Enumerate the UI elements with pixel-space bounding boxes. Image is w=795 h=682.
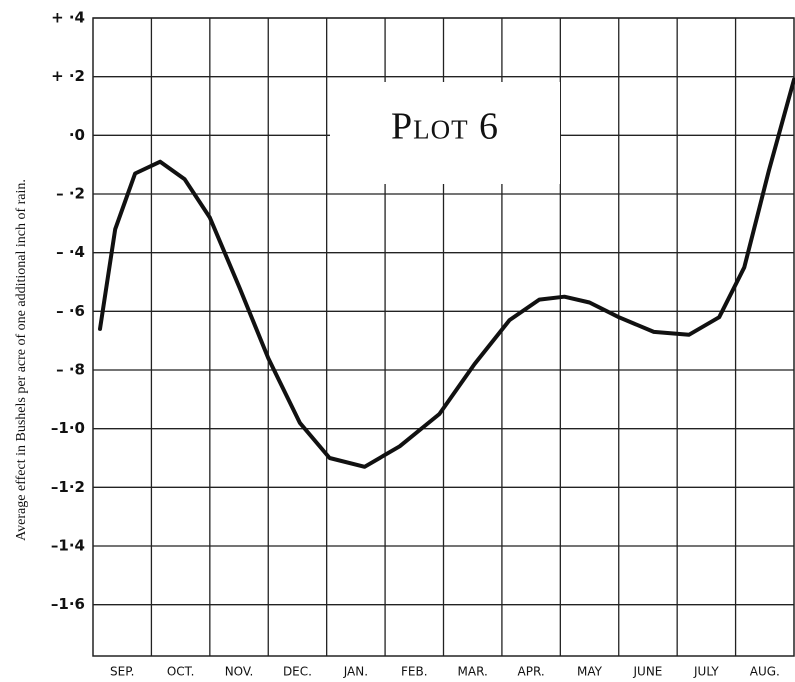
y-axis-label: Average effect in Bushels per acre of on… [14, 179, 29, 541]
curve [98, 77, 795, 469]
x-tick-label: MAR. [458, 665, 488, 679]
x-tick-label: NOV. [225, 665, 254, 679]
y-tick-label: + ·2 [51, 67, 85, 85]
x-tick-label: DEC. [283, 665, 312, 679]
x-tick-label: AUG. [750, 665, 780, 679]
y-tick-label: – ·4 [56, 243, 85, 261]
title-box [330, 82, 560, 184]
y-tick-label: ·0 [69, 126, 85, 144]
y-tick-label: –1·2 [51, 478, 85, 496]
y-tick-label: – ·2 [56, 185, 85, 203]
y-tick-label: + ·4 [51, 9, 85, 27]
y-tick-label: –1·4 [51, 537, 85, 555]
x-tick-label: APR. [518, 665, 545, 679]
x-tick-label: JAN. [343, 665, 368, 679]
x-tick-label: MAY [577, 665, 603, 679]
y-tick-label: –1·0 [51, 419, 85, 437]
y-tick-label: – ·6 [56, 302, 85, 320]
x-tick-label: SEP. [110, 665, 134, 679]
y-tick-label: – ·8 [56, 361, 85, 379]
x-tick-label: JUNE [633, 665, 663, 679]
x-tick-label: FEB. [401, 665, 428, 679]
chart-title: Plot 6 [391, 106, 499, 148]
y-tick-label: –1·6 [51, 595, 85, 613]
x-tick-label: JULY [693, 665, 719, 679]
x-tick-label: OCT. [167, 665, 195, 679]
